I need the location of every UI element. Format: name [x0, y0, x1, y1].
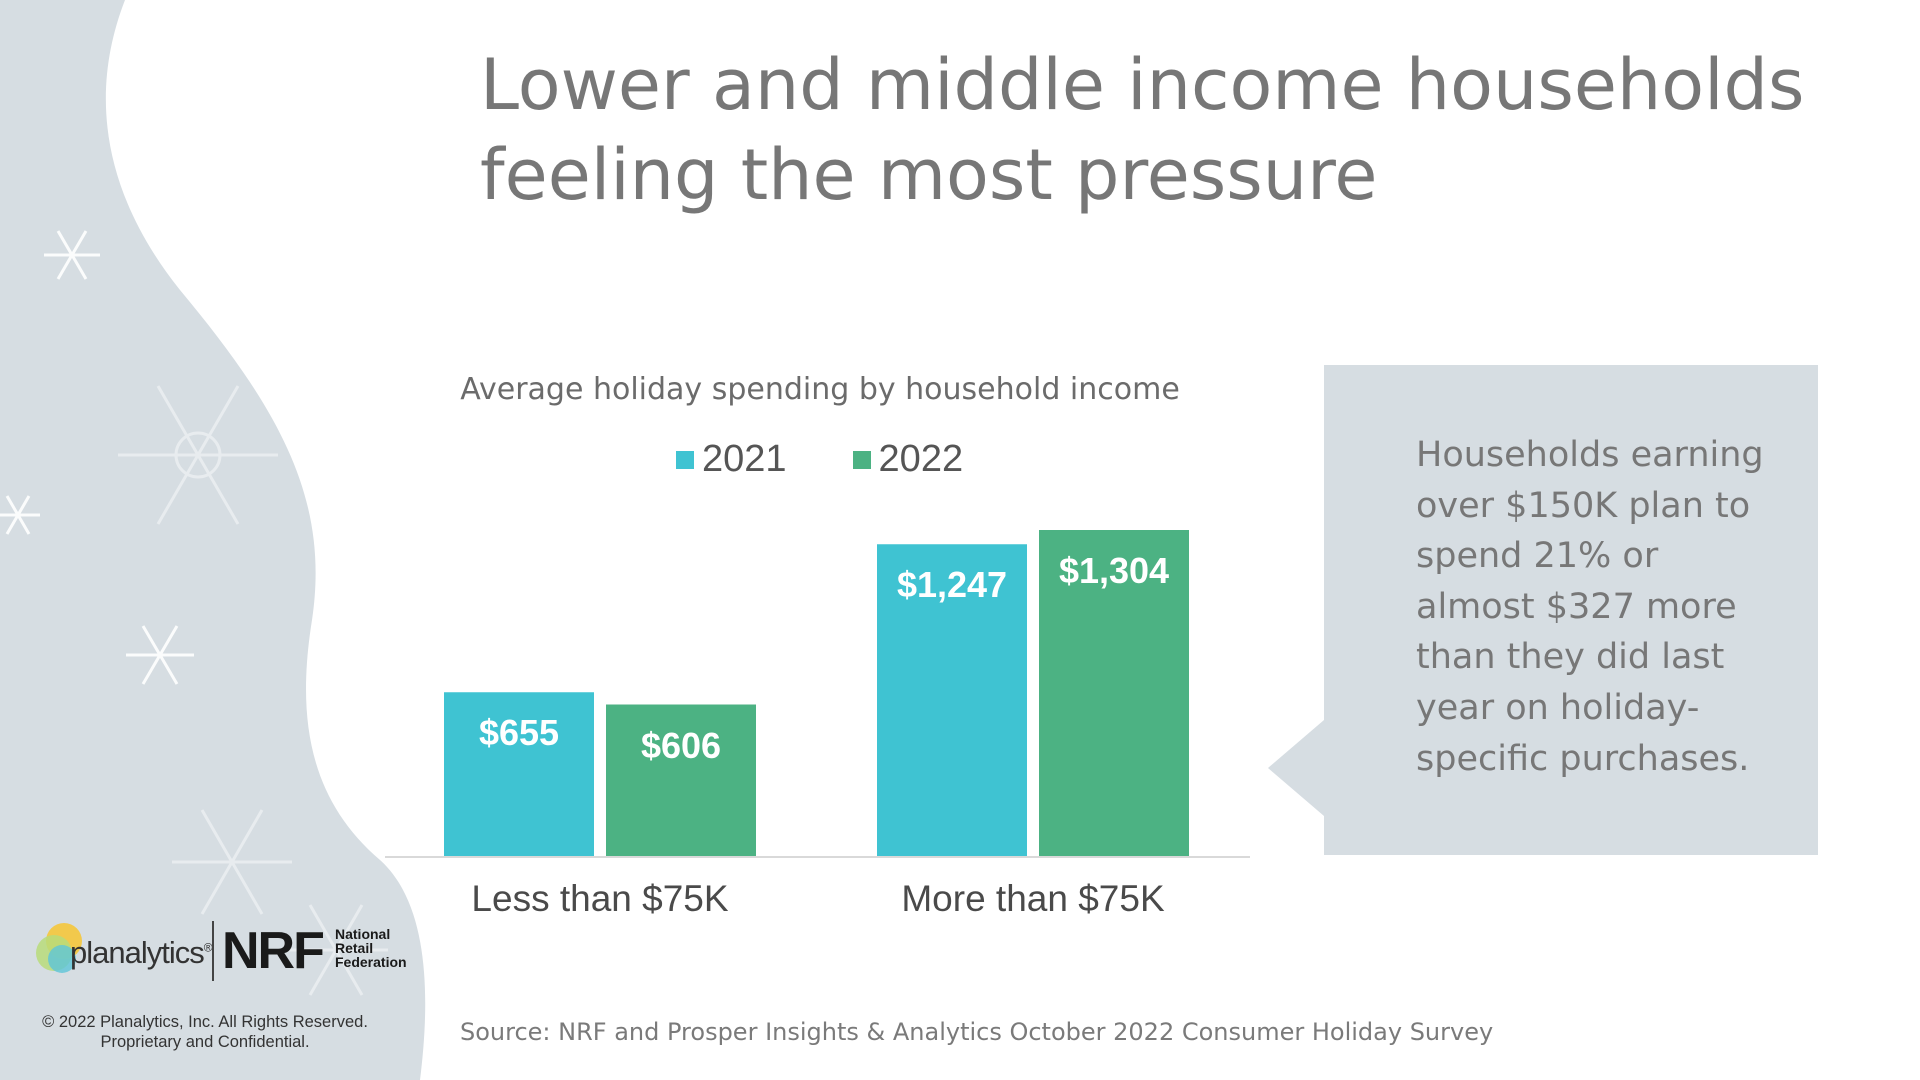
planalytics-logo: planalytics®: [70, 935, 213, 971]
legend-item-2021: 2021: [676, 438, 787, 481]
callout-line: spend 21% or: [1416, 536, 1659, 577]
nrf-line: Federation: [335, 954, 407, 970]
callout-pointer: [1268, 720, 1324, 816]
legend-swatch-2022: [852, 450, 871, 469]
title-line-2: feeling the most pressure: [480, 134, 1378, 216]
bar-value-label: $655: [478, 712, 560, 754]
legend-label-2022: 2022: [878, 438, 964, 480]
nrf-logo: NRF: [222, 922, 325, 980]
logo-divider: [212, 921, 214, 981]
callout-line: Households earning: [1416, 435, 1764, 475]
category-label: More than $75K: [901, 878, 1165, 919]
category-label: Less than $75K: [471, 878, 729, 919]
decorative-background: [0, 0, 426, 1080]
planalytics-wordmark: planalytics: [70, 935, 205, 970]
planalytics-logo-icon: [36, 923, 82, 973]
callout-box: [1324, 365, 1818, 855]
chart-title: Average holiday spending by household in…: [460, 372, 1180, 407]
source-note: Source: NRF and Prosper Insights & Analy…: [460, 1018, 1494, 1046]
callout-line: year on holiday-: [1416, 687, 1700, 728]
snowflake-icon: [118, 385, 388, 996]
copyright-line: © 2022 Planalytics, Inc. All Rights Rese…: [42, 1013, 368, 1031]
registered-mark: ®: [203, 940, 213, 955]
nrf-logo-subtitle: National Retail Federation: [335, 927, 407, 969]
legend-swatch-2021: [676, 450, 694, 469]
callout-text: Households earning over $150K plan to sp…: [1416, 430, 1796, 784]
snowflake-icon: [0, 230, 194, 685]
legend-item-2022: 2022: [852, 438, 964, 481]
nrf-line: Retail: [335, 940, 374, 956]
bar-value-label: $1,247: [896, 564, 1008, 606]
callout-line: over $150K plan to: [1416, 485, 1751, 526]
copyright-line: Proprietary and Confidential.: [100, 1033, 310, 1051]
legend-label-2021: 2021: [702, 438, 787, 480]
bar-value-label: $1,304: [1058, 550, 1170, 591]
copyright: © 2022 Planalytics, Inc. All Rights Rese…: [20, 1012, 390, 1052]
chart-legend: 2021 2022: [676, 438, 963, 481]
page-title: Lower and middle income households feeli…: [480, 40, 1900, 220]
callout-line: than they did last: [1416, 637, 1725, 678]
logos: planalytics® NRF National Retail Federat…: [30, 915, 430, 990]
callout-line: almost $327 more: [1416, 586, 1737, 627]
nrf-line: National: [335, 926, 391, 942]
title-line-1: Lower and middle income households: [480, 44, 1805, 126]
bar-value-label: $606: [640, 724, 722, 766]
callout-line: specific purchases.: [1416, 738, 1750, 779]
